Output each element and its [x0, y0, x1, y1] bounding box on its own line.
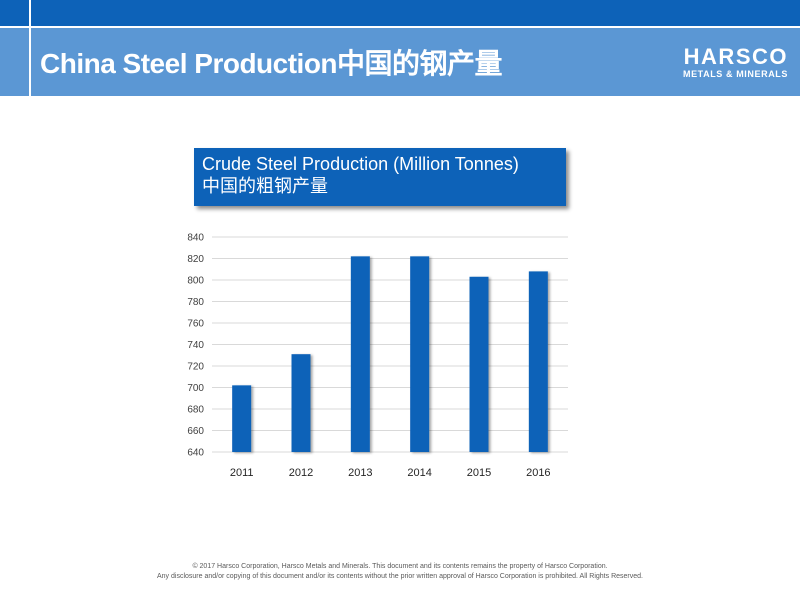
- y-tick-label: 700: [187, 383, 204, 394]
- bar-2012: [291, 354, 311, 452]
- y-tick-label: 740: [187, 340, 204, 351]
- y-tick-label: 760: [187, 319, 204, 330]
- y-tick-label: 680: [187, 405, 204, 416]
- chart-title-line2: 中国的粗钢产量: [202, 176, 328, 197]
- y-tick-label: 820: [187, 254, 204, 265]
- bars: [232, 256, 548, 452]
- y-tick-label: 800: [187, 276, 204, 287]
- y-tick-label: 720: [187, 362, 204, 373]
- footer-line2: Any disclosure and/or copying of this do…: [157, 573, 643, 580]
- chart-title-line1: Crude Steel Production (Million Tonnes): [202, 154, 519, 174]
- logo-subtitle: METALS & MINERALS: [682, 69, 788, 79]
- bar-2011: [232, 385, 252, 452]
- y-tick-label: 640: [187, 448, 204, 459]
- bar-2015: [469, 276, 489, 452]
- harsco-logo: HARSCO METALS & MINERALS: [638, 44, 788, 80]
- x-tick-label: 2014: [407, 467, 431, 479]
- x-axis-ticks: 2011 2012 2013 2014 2015 2016: [230, 467, 551, 479]
- top-strip-box: [0, 0, 31, 26]
- x-tick-label: 2016: [526, 467, 550, 479]
- footer: © 2017 Harsco Corporation, Harsco Metals…: [0, 562, 800, 582]
- x-tick-label: 2011: [230, 467, 254, 479]
- bar-2016: [528, 271, 548, 452]
- header-left-box: [0, 28, 31, 96]
- y-tick-label: 840: [187, 233, 204, 244]
- x-tick-label: 2013: [348, 467, 372, 479]
- header-band: China Steel Production中国的钢产量 HARSCO META…: [0, 26, 800, 96]
- gridlines: [212, 236, 568, 453]
- footer-line1: © 2017 Harsco Corporation, Harsco Metals…: [192, 563, 608, 570]
- top-strip: [0, 0, 800, 26]
- bar-2014: [410, 256, 430, 452]
- x-tick-label: 2012: [289, 467, 313, 479]
- chart-title-box: Crude Steel Production (Million Tonnes) …: [194, 148, 566, 206]
- logo-name: HARSCO: [683, 44, 788, 69]
- y-tick-label: 780: [187, 297, 204, 308]
- y-tick-label: 660: [187, 426, 204, 437]
- page-title: China Steel Production中国的钢产量: [40, 48, 503, 79]
- bar-2013: [350, 256, 370, 452]
- y-axis-ticks: 640 660 680 700 720 740 760 780 800 820 840: [187, 233, 204, 459]
- x-tick-label: 2015: [467, 467, 491, 479]
